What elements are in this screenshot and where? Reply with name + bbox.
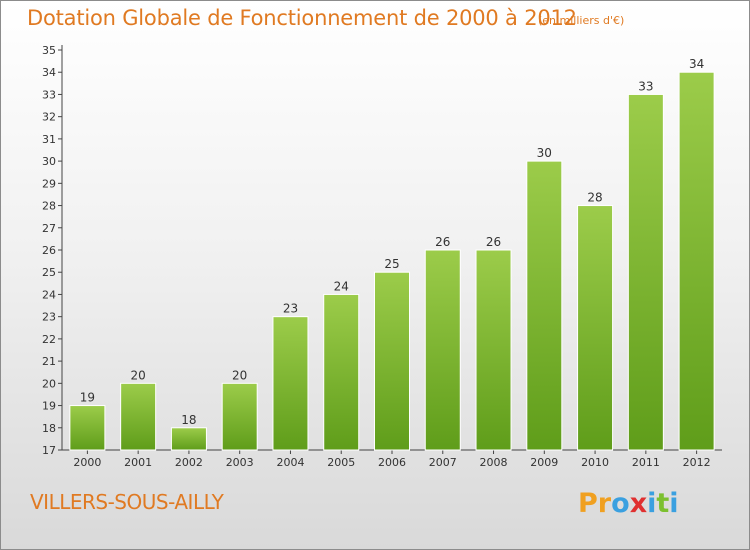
x-tick-label-2001: 2001 — [124, 456, 152, 469]
bar-2001 — [120, 382, 157, 451]
data-label-2011: 33 — [638, 79, 653, 93]
x-tick-label-2005: 2005 — [327, 456, 355, 469]
bar-2011 — [627, 93, 664, 451]
y-tick-label: 17 — [42, 444, 56, 457]
bar-2008 — [475, 249, 512, 451]
x-tick-label-2007: 2007 — [429, 456, 457, 469]
y-tick-label: 20 — [42, 377, 56, 390]
x-tick-label-2012: 2012 — [683, 456, 711, 469]
x-tick-label-2009: 2009 — [530, 456, 558, 469]
y-tick-label: 23 — [42, 311, 56, 324]
y-tick-label: 33 — [42, 88, 56, 101]
chart-title: Dotation Globale de Fonctionnement de 20… — [27, 6, 577, 30]
x-tick-label-2000: 2000 — [73, 456, 101, 469]
data-label-2007: 26 — [435, 235, 450, 249]
y-tick-label: 28 — [42, 200, 56, 213]
x-tick-label-2010: 2010 — [581, 456, 609, 469]
y-tick-label: 35 — [42, 44, 56, 57]
logo-letter: i — [669, 488, 679, 519]
data-label-2003: 20 — [232, 368, 247, 382]
data-label-2008: 26 — [486, 235, 501, 249]
proxiti-logo: Proxiti — [578, 488, 679, 519]
y-tick-label: 24 — [42, 288, 56, 301]
y-tick-label: 25 — [42, 266, 56, 279]
y-tick-label: 29 — [42, 177, 56, 190]
data-label-2010: 28 — [587, 191, 602, 205]
y-tick-label: 21 — [42, 355, 56, 368]
bar-2007 — [424, 249, 461, 451]
bar-2012 — [678, 71, 715, 451]
y-tick-label: 19 — [42, 400, 56, 413]
y-tick-label: 34 — [42, 66, 56, 79]
data-label-2009: 30 — [537, 146, 552, 160]
logo-letter: P — [578, 488, 598, 519]
x-tick-label-2003: 2003 — [226, 456, 254, 469]
data-label-2000: 19 — [80, 391, 95, 405]
bar-2010 — [577, 205, 614, 451]
y-axis: 17 18 19 20 21 22 23 24 25 26 27 28 29 30 31 32 33 34 35 — [42, 44, 63, 457]
commune-name: VILLERS-SOUS-AILLY — [30, 490, 224, 514]
bar-2000 — [69, 405, 106, 451]
x-tick-label-2006: 2006 — [378, 456, 406, 469]
logo-letter: x — [629, 488, 648, 519]
x-axis: 2000 2001 2002 2003 2004 2005 2006 2007 2008 2009… — [62, 449, 722, 469]
y-tick-label: 27 — [42, 222, 56, 235]
bar-2002 — [170, 427, 207, 451]
y-tick-label: 22 — [42, 333, 56, 346]
data-label-2006: 25 — [384, 257, 399, 271]
data-label-2002: 18 — [181, 413, 196, 427]
x-tick-label-2004: 2004 — [276, 456, 304, 469]
bar-2005 — [323, 293, 360, 451]
y-tick-label: 18 — [42, 422, 56, 435]
bars-group: 19 20 18 20 23 24 25 26 26 30 28 33 34 — [69, 57, 715, 451]
x-tick-label-2008: 2008 — [480, 456, 508, 469]
bar-2003 — [221, 382, 258, 451]
y-tick-label: 31 — [42, 133, 56, 146]
data-label-2004: 23 — [283, 302, 298, 316]
y-tick-label: 30 — [42, 155, 56, 168]
data-label-2001: 20 — [131, 368, 146, 382]
data-label-2005: 24 — [334, 279, 349, 293]
logo-letter: i — [647, 488, 657, 519]
logo-letter: t — [656, 488, 670, 519]
bar-2004 — [272, 316, 309, 451]
logo-letter: o — [611, 488, 630, 519]
bar-2006 — [374, 271, 410, 451]
data-label-2012: 34 — [689, 57, 704, 71]
logo-letter: r — [597, 488, 612, 519]
x-tick-label-2002: 2002 — [175, 456, 203, 469]
chart-subtitle: (en milliers d'€) — [538, 14, 625, 27]
x-tick-label-2011: 2011 — [632, 456, 660, 469]
y-tick-label: 26 — [42, 244, 56, 257]
y-tick-label: 32 — [42, 111, 56, 124]
bar-2009 — [526, 160, 563, 451]
